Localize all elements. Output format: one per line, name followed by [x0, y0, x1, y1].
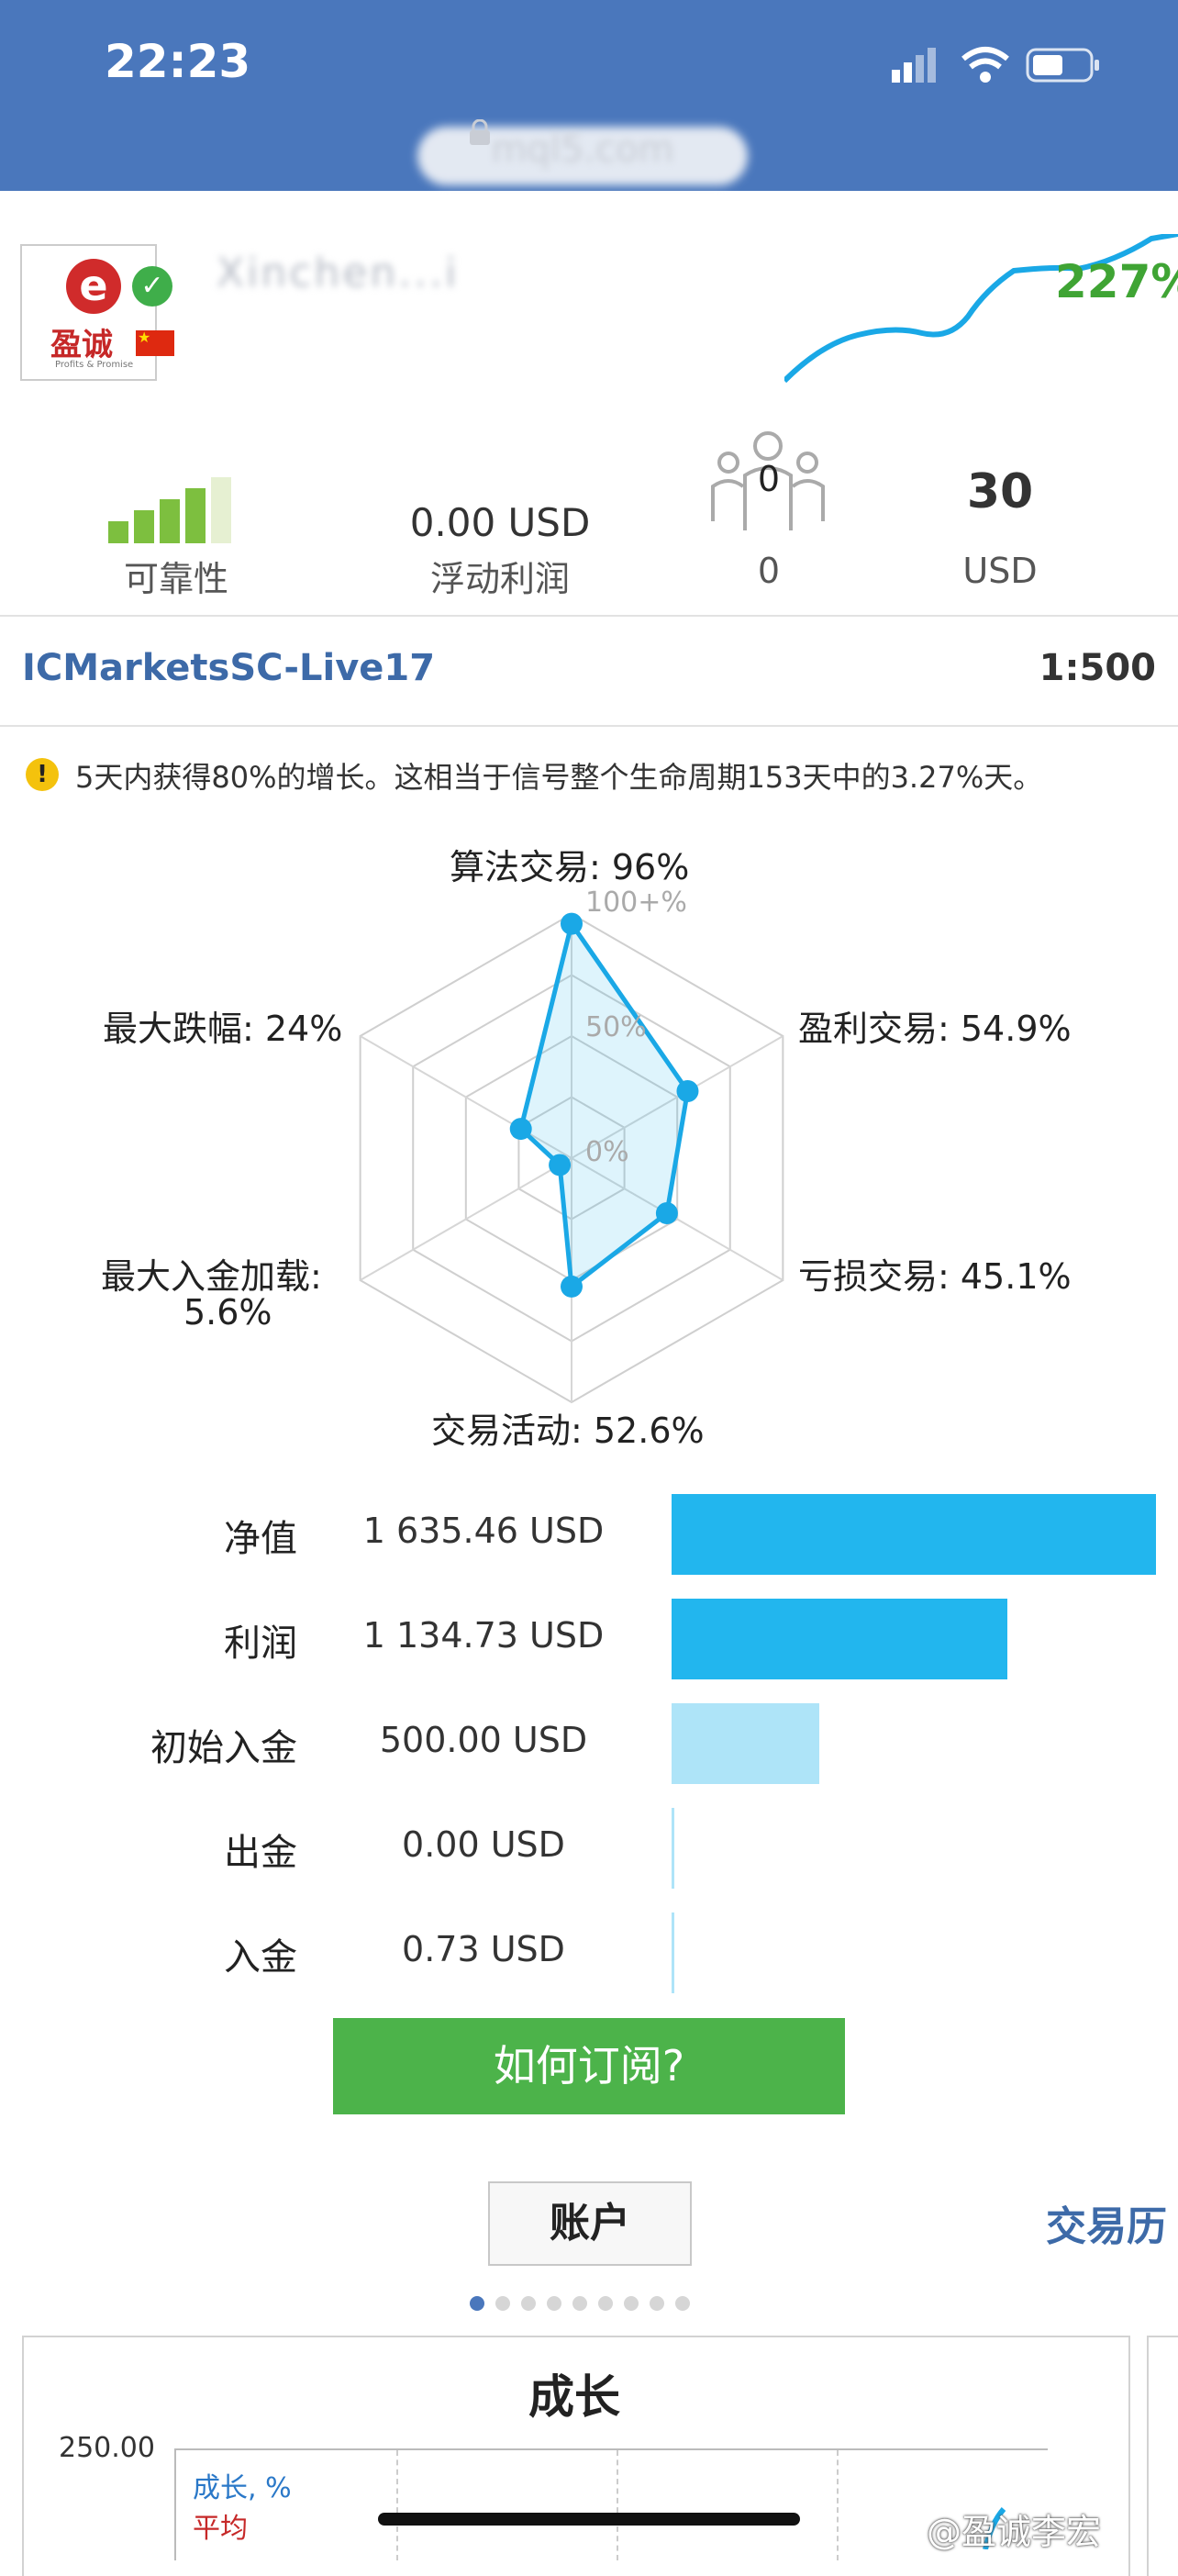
growth-warning: 5天内获得80%的增长。这相当于信号整个生命周期153天中的3.27%天。 — [75, 760, 1043, 795]
home-indicator[interactable] — [378, 2513, 800, 2526]
radar-spoke — [360, 1035, 572, 1159]
balance-bar — [672, 1808, 674, 1889]
broker-server[interactable]: ICMarketsSC-Live17 — [22, 647, 436, 689]
balance-label: 入金 — [224, 1936, 297, 1979]
radar-label-deposit-load-value: 5.6% — [183, 1292, 272, 1333]
subscribers-icon-count: 0 — [757, 459, 781, 499]
radar-point — [655, 1201, 678, 1224]
subscribers-icon — [711, 431, 825, 530]
radar-label-deposit-load: 最大入金加载: — [101, 1256, 322, 1297]
radar-label-profit: 盈利交易: 54.9% — [798, 1009, 1072, 1049]
tab-account[interactable]: 账户 — [488, 2181, 692, 2266]
battery-icon — [1026, 48, 1099, 83]
verified-check-icon: ✓ — [132, 266, 172, 307]
balance-value: 500.00 USD — [379, 1720, 588, 1760]
balance-bar — [672, 1703, 819, 1784]
logo-subtext: Profits & Promise — [55, 360, 134, 370]
price-value: 30 — [966, 464, 1034, 519]
grid-line — [396, 2450, 398, 2560]
china-flag-icon — [136, 330, 174, 356]
pager-dot[interactable] — [495, 2296, 510, 2311]
reliability-bars-icon — [108, 477, 231, 543]
divider — [0, 615, 1178, 617]
wifi-icon — [961, 47, 1009, 83]
radar-grid-50: 50% — [585, 1011, 647, 1043]
legend-average: 平均 — [193, 2513, 248, 2545]
floating-profit-value: 0.00 USD — [409, 500, 591, 545]
growth-percent: 227% — [1055, 255, 1178, 308]
radar-grid-0: 0% — [585, 1136, 629, 1168]
growth-card-title: 成长 — [528, 2370, 620, 2424]
subscribers-value: 0 — [757, 551, 781, 591]
radar-chart: 算法交易: 96% 盈利交易: 54.9% 亏损交易: 45.1% 交易活动: … — [55, 826, 1119, 1468]
lock-icon — [470, 119, 490, 145]
balance-bar — [672, 1599, 1007, 1679]
growth-card — [22, 2336, 1130, 2576]
balance-bar — [672, 1912, 674, 1993]
pager-dot[interactable] — [521, 2296, 536, 2311]
cellular-signal-icon — [892, 48, 936, 83]
leverage: 1:500 — [1039, 647, 1156, 689]
radar-spoke — [360, 1157, 572, 1281]
radar-point — [509, 1118, 532, 1141]
radar-point — [561, 912, 583, 935]
floating-profit-label: 浮动利润 — [429, 559, 570, 599]
growth-sparkline — [784, 234, 1178, 384]
radar-spoke — [571, 1035, 783, 1159]
pager-dot[interactable] — [675, 2296, 690, 2311]
balance-value: 0.73 USD — [402, 1929, 565, 1969]
balance-label: 净值 — [224, 1518, 297, 1560]
balance-bar — [672, 1494, 1156, 1575]
status-time: 22:23 — [105, 35, 251, 88]
radar-svg — [359, 912, 784, 1404]
grid-line — [837, 2450, 839, 2560]
pager-dot[interactable] — [547, 2296, 561, 2311]
balance-value: 1 635.46 USD — [362, 1511, 605, 1551]
radar-point — [676, 1079, 699, 1102]
balance-label: 初始入金 — [150, 1727, 297, 1769]
legend-growth: 成长, % — [193, 2472, 292, 2504]
pager-dot[interactable] — [650, 2296, 664, 2311]
grid-line — [617, 2450, 618, 2560]
radar-point — [561, 1275, 583, 1298]
pager-dot[interactable] — [598, 2296, 613, 2311]
pager-dot[interactable] — [470, 2296, 484, 2311]
price-unit: USD — [962, 551, 1038, 591]
how-to-subscribe-button[interactable]: 如何订阅? — [333, 2018, 845, 2114]
tab-trade-history[interactable]: 交易历 — [1046, 2203, 1167, 2250]
radar-grid-100: 100+% — [585, 887, 687, 919]
watermark: @盈诚李宏 — [927, 2512, 1102, 2552]
pager-dot[interactable] — [624, 2296, 639, 2311]
y-axis-tick: 250.00 — [59, 2432, 155, 2464]
radar-label-drawdown: 最大跌幅: 24% — [103, 1009, 343, 1049]
signal-name[interactable]: Xinchen...i — [217, 250, 460, 296]
pager-dots[interactable] — [470, 2296, 708, 2314]
radar-series-area — [517, 918, 691, 1291]
url-text: mql5.com — [491, 128, 674, 171]
logo-mark: e — [66, 259, 121, 314]
balance-value: 0.00 USD — [402, 1824, 565, 1865]
radar-spoke — [571, 1157, 783, 1281]
radar-label-activity: 交易活动: 52.6% — [431, 1411, 705, 1451]
balance-value: 1 134.73 USD — [362, 1615, 605, 1656]
warning-icon: ! — [26, 758, 59, 791]
reliability-label: 可靠性 — [123, 559, 228, 599]
next-card-edge — [1147, 2336, 1178, 2576]
balance-label: 出金 — [224, 1832, 297, 1874]
radar-label-loss: 亏损交易: 45.1% — [798, 1256, 1072, 1297]
growth-plot-area — [174, 2448, 1048, 2560]
radar-point — [549, 1154, 572, 1176]
pager-dot[interactable] — [572, 2296, 587, 2311]
flag-star-icon: ★ — [138, 329, 151, 346]
radar-label-algo: 算法交易: 96% — [450, 847, 690, 887]
balance-label: 利润 — [224, 1623, 297, 1665]
divider — [0, 725, 1178, 727]
growth-line-segment — [983, 2507, 1006, 2549]
logo-text: 盈诚 — [50, 327, 113, 363]
